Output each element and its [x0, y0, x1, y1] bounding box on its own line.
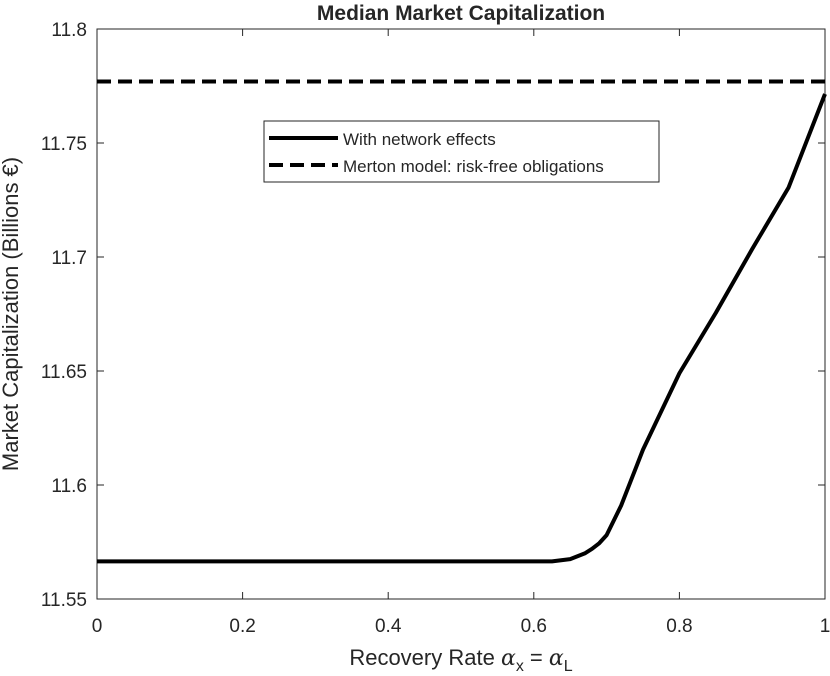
plot-area: 0 0.2 0.4 0.6 0.8 1 11.55 11.6 11.65 11.7 11.75 11.…	[41, 20, 830, 637]
x-axis-label-sub-x: x	[516, 658, 524, 675]
x-tick-label: 0	[92, 616, 103, 637]
y-axis-label: Market Capitalization (Billions €)	[0, 157, 23, 471]
x-tick-label: 0.4	[375, 616, 402, 637]
x-axis-label-alpha-1: α	[501, 646, 516, 671]
series-line-network-effects	[97, 93, 827, 564]
x-axis-label-prefix: Recovery Rate	[349, 645, 501, 670]
legend-label-network-effects: With network effects	[343, 130, 496, 149]
y-tick-label: 11.6	[51, 476, 87, 497]
legend-label-merton: Merton model: risk-free obligations	[343, 157, 604, 176]
series-layer	[97, 79, 827, 564]
y-tick-label: 11.65	[41, 362, 87, 383]
y-tick-label: 11.55	[41, 590, 87, 611]
y-tick-label: 11.8	[51, 20, 87, 41]
x-axis-label-alpha-2: α	[549, 646, 564, 671]
y-tick-label: 11.75	[41, 134, 87, 155]
y-tick-label: 11.7	[51, 248, 87, 269]
x-tick-label: 0.8	[666, 616, 692, 637]
x-tick-label: 0.2	[229, 616, 255, 637]
legend: With network effects Merton model: risk-…	[263, 120, 660, 183]
x-tick-label: 1	[820, 616, 830, 637]
tick-layer: 0 0.2 0.4 0.6 0.8 1 11.55 11.6 11.65 11.7 11.75 11.…	[41, 20, 830, 637]
x-tick-label: 0.6	[521, 616, 547, 637]
x-axis-label-sub-l: L	[564, 658, 573, 675]
chart-title: Median Market Capitalization	[317, 2, 605, 25]
x-axis-label-equals: =	[524, 645, 549, 670]
x-axis-label: Recovery Rate αx = αL	[349, 645, 572, 675]
legend-box	[263, 120, 660, 183]
